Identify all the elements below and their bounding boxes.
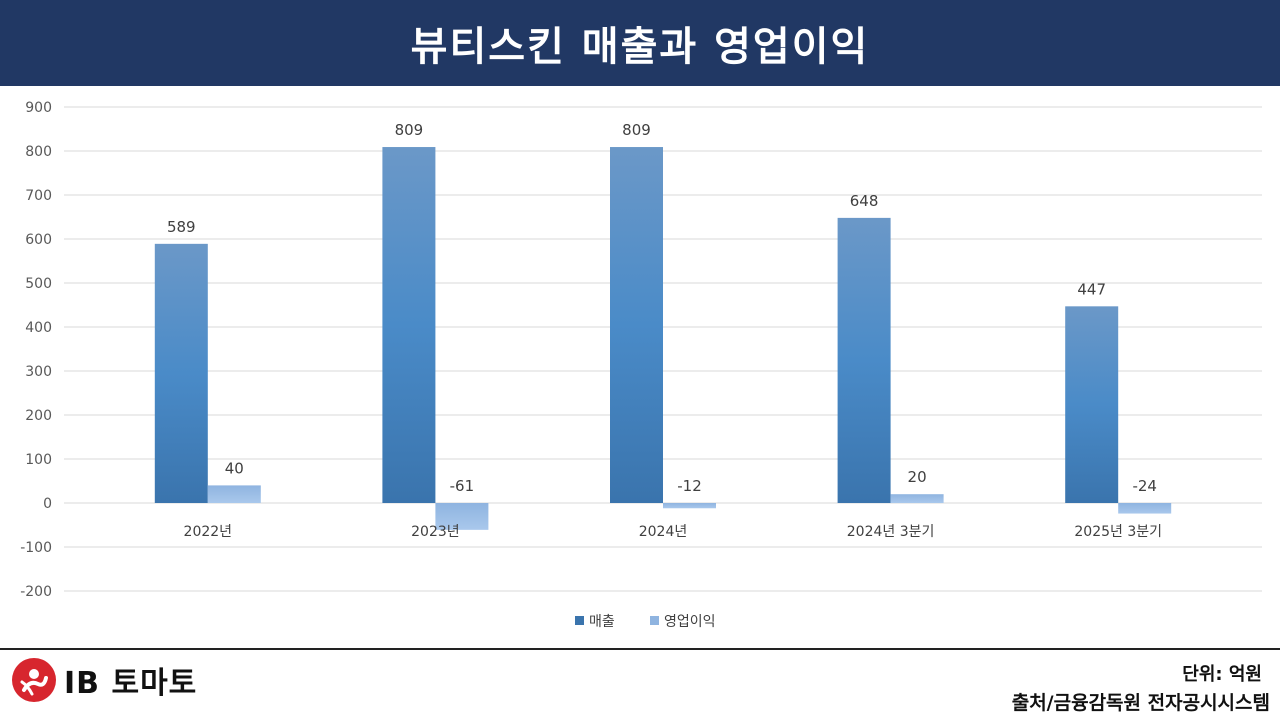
bar-chart: -200 -100 0 100 200 300 400 500 600 700 800 900 589… [20,100,1262,630]
logo-text: IB 토마토 [64,666,198,701]
operating-profit-bar [663,503,716,509]
operating-profit-bar [1118,503,1172,514]
y-tick-label: 300 [25,364,52,380]
y-tick-label: 800 [25,144,52,160]
data-label: 648 [850,192,879,210]
operating-profit-bar [435,503,489,530]
data-label: 40 [225,459,244,477]
x-category-label: 2023년 [411,524,460,540]
y-tick-label: 600 [25,232,52,248]
unit-label: 단위: 억원 [1182,664,1262,685]
x-category-label: 2024년 [639,524,688,540]
legend-swatch [575,616,584,625]
source-label: 출처/금융감독원 전자공시시스템 [1011,692,1270,714]
footer-divider [0,648,1280,650]
y-tick-label: 200 [25,408,52,424]
x-category-label: 2024년 3분기 [847,524,935,540]
operating-profit-bar [890,494,944,503]
revenue-bar [837,217,891,503]
chart-title: 뷰티스킨 매출과 영업이익 [410,24,870,70]
x-category-label: 2022년 [184,524,233,540]
legend-label: 매출 [589,614,615,630]
y-tick-label: 400 [25,320,52,336]
data-label: -61 [450,477,475,495]
y-tick-label: -200 [20,584,52,600]
revenue-bar [154,243,208,503]
data-label: 809 [622,121,651,139]
y-tick-label: 700 [25,188,52,204]
revenue-bar [1065,306,1119,503]
data-label: 809 [395,121,424,139]
data-label: 447 [1077,280,1106,298]
y-tick-label: 0 [43,496,52,512]
title-bar: 뷰티스킨 매출과 영업이익 [0,0,1280,86]
data-label: -12 [677,477,702,495]
y-tick-label: -100 [20,540,52,556]
logo: IB 토마토 [10,656,197,704]
data-label: 20 [908,468,927,486]
revenue-bar [382,147,436,503]
revenue-bar [610,147,663,503]
y-tick-label: 900 [25,100,52,116]
operating-profit-bar [207,485,261,503]
legend-label: 영업이익 [664,614,716,630]
y-tick-label: 500 [25,276,52,292]
data-label: 589 [167,218,196,236]
legend-swatch [650,616,659,625]
x-category-label: 2025년 3분기 [1074,524,1162,540]
y-tick-label: 100 [25,452,52,468]
tomato-logo-icon [12,658,56,702]
data-label: -24 [1132,477,1157,495]
